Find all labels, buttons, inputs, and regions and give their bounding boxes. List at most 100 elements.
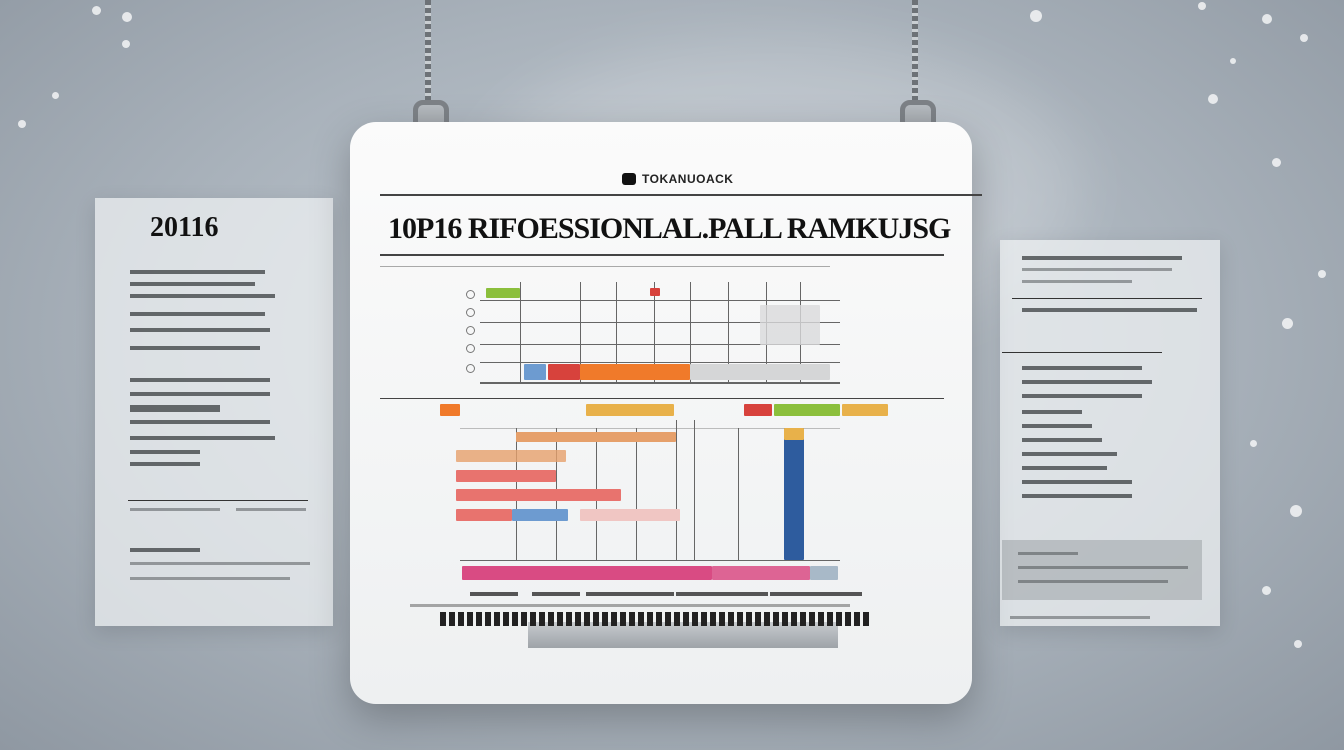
bokeh-dot <box>1262 586 1271 595</box>
side-text-line <box>1018 566 1188 569</box>
bokeh-dot <box>1282 318 1293 329</box>
side-text-line <box>130 392 270 396</box>
side-divider <box>128 500 308 501</box>
right-side-block <box>1002 540 1202 600</box>
bokeh-dot <box>122 12 132 22</box>
bokeh-dot <box>1294 640 1302 648</box>
chart-bar <box>774 404 840 416</box>
chart-bar <box>462 566 712 580</box>
side-text-heading <box>130 548 200 552</box>
side-text-line <box>130 462 200 466</box>
bokeh-dot <box>1262 14 1272 24</box>
grid-line <box>616 282 617 382</box>
grid-line <box>480 362 840 363</box>
tick-label-block <box>410 604 850 607</box>
side-text-line <box>1022 380 1152 384</box>
chart-bar <box>586 404 674 416</box>
left-chain <box>425 0 431 110</box>
side-text-heading <box>130 405 220 412</box>
side-text-line <box>1010 616 1150 619</box>
chart-bar <box>524 364 546 380</box>
side-text-line <box>130 328 270 332</box>
title-rule <box>380 254 944 256</box>
side-text-line <box>130 508 220 511</box>
side-text-line <box>130 294 275 298</box>
side-text-line <box>130 577 290 580</box>
bokeh-dot <box>1230 58 1236 64</box>
tick-label-block <box>814 592 862 596</box>
chart-bar <box>548 364 580 380</box>
side-text-line <box>1022 494 1132 498</box>
grid-line <box>480 300 840 301</box>
side-sheet-year: 20116 <box>150 212 219 243</box>
grid-line <box>654 282 655 382</box>
bokeh-dot <box>1290 505 1302 517</box>
marker-dot <box>466 290 475 299</box>
side-text-line <box>130 378 270 382</box>
chart-bar <box>512 509 568 521</box>
side-text-line <box>130 562 310 565</box>
side-text-line <box>1018 580 1168 583</box>
board-footer-text <box>440 612 869 628</box>
bokeh-dot <box>1318 270 1326 278</box>
tick-label-block <box>532 592 580 596</box>
side-text-line <box>1022 280 1132 283</box>
bokeh-dot <box>1030 10 1042 22</box>
side-text-line <box>130 282 255 286</box>
grid-line <box>580 282 581 382</box>
chart-bar <box>744 404 772 416</box>
side-divider <box>1002 352 1162 353</box>
board-top-rule <box>380 194 982 196</box>
chart-bar <box>456 509 512 521</box>
bokeh-dot <box>92 6 101 15</box>
side-text-line <box>1022 480 1132 484</box>
brand-logo-icon <box>622 173 636 185</box>
side-text-line <box>130 346 260 350</box>
side-text-line <box>1018 552 1078 555</box>
grid-line <box>694 420 695 560</box>
title-subrule <box>380 266 830 267</box>
grid-line <box>690 282 691 382</box>
tick-label-block <box>586 592 634 596</box>
grid-line <box>738 428 739 560</box>
grid-line <box>520 282 521 382</box>
tick-label-block <box>470 592 518 596</box>
tick-label-block <box>626 592 674 596</box>
chart-bar <box>580 364 690 380</box>
chart-bar <box>456 470 556 482</box>
side-text-line <box>130 270 265 274</box>
side-text-line <box>236 508 306 511</box>
side-text-line <box>1022 394 1142 398</box>
tick-label-block <box>676 592 724 596</box>
chart-divider <box>380 398 944 399</box>
grid-line <box>728 282 729 382</box>
chart-bar <box>760 305 820 345</box>
side-text-line <box>1022 438 1102 442</box>
side-text-line <box>130 420 270 424</box>
grid-line <box>480 382 840 384</box>
chart-bar <box>690 364 830 380</box>
side-text-line <box>1022 366 1142 370</box>
chart-bar <box>784 428 804 440</box>
chart-bar <box>516 432 676 442</box>
bokeh-dot <box>122 40 130 48</box>
board-title: 10P16 RIFOESSIONLAL.PALL RAMKUJSG <box>388 212 951 245</box>
bokeh-dot <box>18 120 26 128</box>
grid-line <box>480 344 840 345</box>
tick-label-block <box>770 592 818 596</box>
side-text-line <box>130 436 275 440</box>
side-divider <box>1012 298 1202 299</box>
board-brand: TOKANUOACK <box>622 170 733 188</box>
side-text-line <box>1022 256 1182 260</box>
marker-dot <box>466 344 475 353</box>
side-text-heading <box>1022 308 1197 312</box>
chart-bar <box>784 428 804 560</box>
chart-bar <box>456 489 621 501</box>
chart-bar <box>440 404 460 416</box>
side-text-line <box>130 312 265 316</box>
grid-line <box>460 428 840 429</box>
chart-bar <box>580 509 680 521</box>
left-side-sheet <box>95 198 333 626</box>
marker-dot <box>466 364 475 373</box>
grid-line <box>480 322 840 323</box>
